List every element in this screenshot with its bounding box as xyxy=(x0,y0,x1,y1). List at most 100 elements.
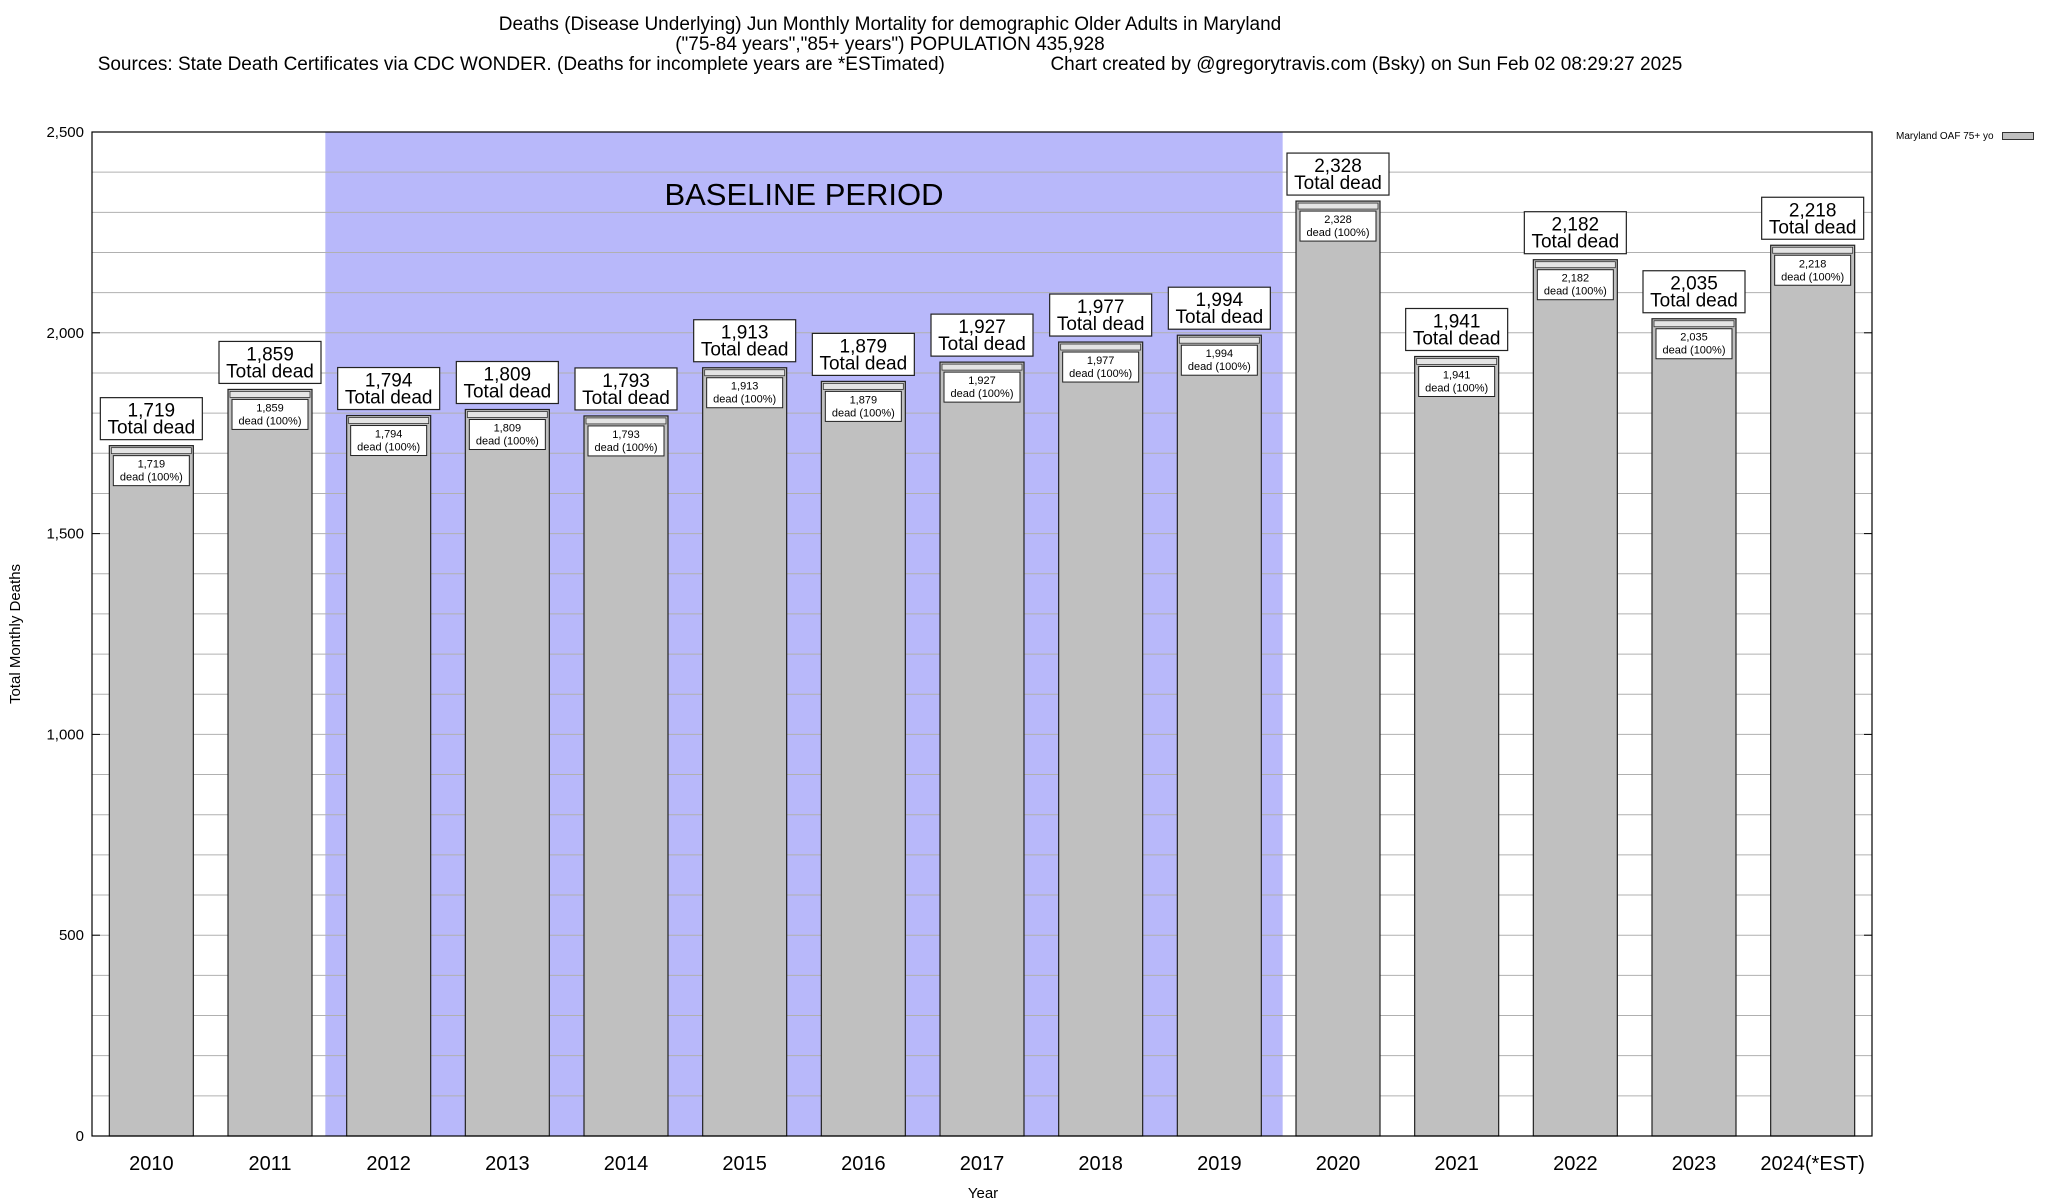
total-value-label: 1,859 xyxy=(246,344,294,365)
bar-top-strip xyxy=(1534,261,1616,269)
bar-top-strip xyxy=(1060,343,1142,351)
total-label-box xyxy=(811,332,915,376)
inner-label-box xyxy=(587,425,665,457)
inner-label-box xyxy=(112,455,190,487)
x-tick-label: 2019 xyxy=(1197,1153,1242,1175)
bar xyxy=(939,361,1025,1137)
total-label-box xyxy=(337,366,441,411)
x-tick-label: 2014 xyxy=(604,1153,649,1175)
inner-label-box xyxy=(1180,344,1258,376)
bar xyxy=(1532,259,1618,1137)
total-label-box xyxy=(574,367,678,411)
bar-top-strip xyxy=(1297,202,1379,210)
inner-label-box xyxy=(1299,210,1377,242)
bar xyxy=(583,415,669,1137)
total-label-box xyxy=(1642,270,1746,314)
inner-percent-label: dead (100%) xyxy=(713,394,776,406)
bar-top-strip xyxy=(110,447,192,455)
total-label-box xyxy=(218,340,322,385)
total-value-label: 1,793 xyxy=(602,371,650,392)
total-label-box xyxy=(1286,152,1390,196)
inner-label-box xyxy=(350,425,428,457)
inner-value-label: 1,794 xyxy=(375,429,403,441)
bar xyxy=(108,445,194,1137)
inner-value-label: 1,977 xyxy=(1087,355,1115,367)
chart-title: Deaths (Disease Underlying) Jun Monthly … xyxy=(498,14,1282,35)
total-dead-label: Total dead xyxy=(1057,314,1145,335)
inner-value-label: 2,035 xyxy=(1680,332,1708,344)
inner-label-box xyxy=(824,390,902,422)
inner-value-label: 1,913 xyxy=(731,381,759,393)
total-value-label: 1,927 xyxy=(958,317,1006,338)
bar xyxy=(702,367,788,1137)
total-dead-label: Total dead xyxy=(1413,328,1501,349)
inner-label-box xyxy=(468,419,546,451)
total-label-box xyxy=(99,397,203,441)
total-dead-label: Total dead xyxy=(226,361,314,382)
inner-label-box xyxy=(706,377,784,409)
bar xyxy=(1770,244,1856,1137)
total-dead-label: Total dead xyxy=(1650,291,1738,312)
inner-percent-label: dead (100%) xyxy=(239,415,302,427)
total-value-label: 2,035 xyxy=(1670,274,1718,295)
total-value-label: 1,977 xyxy=(1077,297,1125,318)
inner-percent-label: dead (100%) xyxy=(595,442,658,454)
y-axis-label: Total Monthly Deaths xyxy=(7,564,24,704)
total-label-box xyxy=(930,313,1034,357)
inner-percent-label: dead (100%) xyxy=(832,407,895,419)
bar xyxy=(1295,200,1381,1137)
bar xyxy=(346,414,432,1137)
credit-note: Chart created by @gregorytravis.com (Bsk… xyxy=(1050,54,1683,75)
bar-top-strip xyxy=(1416,358,1498,365)
bar-top-strip xyxy=(941,363,1023,371)
inner-label-box xyxy=(1774,254,1852,286)
chart-source-credit-line: Sources: State Death Certificates via CD… xyxy=(0,54,1780,76)
bar-top-strip xyxy=(348,417,430,424)
inner-value-label: 1,941 xyxy=(1443,369,1471,381)
plot-border xyxy=(91,131,1873,1137)
inner-percent-label: dead (100%) xyxy=(120,472,183,484)
total-label-box xyxy=(1049,293,1153,337)
total-label-box xyxy=(1761,196,1865,240)
x-tick-label: 2010 xyxy=(129,1153,174,1175)
x-tick-label: 2023 xyxy=(1672,1153,1717,1175)
bar-top-strip xyxy=(585,417,667,425)
inner-value-label: 1,719 xyxy=(138,459,166,471)
bar xyxy=(464,408,550,1137)
legend-swatch xyxy=(2001,132,2034,141)
bar-top-strip xyxy=(704,369,786,377)
total-value-label: 1,913 xyxy=(721,323,769,344)
total-dead-label: Total dead xyxy=(463,382,551,403)
x-tick-label: 2021 xyxy=(1434,1153,1479,1175)
y-tick-label: 1,500 xyxy=(46,526,84,543)
y-tick-label: 2,000 xyxy=(46,325,84,342)
total-value-label: 2,328 xyxy=(1314,156,1362,177)
inner-value-label: 1,994 xyxy=(1206,348,1234,360)
bar-top-strip xyxy=(1653,320,1735,328)
x-tick-label: 2016 xyxy=(841,1153,886,1175)
inner-percent-label: dead (100%) xyxy=(1663,345,1726,357)
y-tick-label: 0 xyxy=(76,1128,84,1145)
inner-value-label: 1,809 xyxy=(494,423,522,435)
total-dead-label: Total dead xyxy=(582,388,670,409)
inner-value-label: 1,793 xyxy=(612,429,640,441)
bar-top-strip xyxy=(466,411,548,418)
inner-percent-label: dead (100%) xyxy=(951,388,1014,400)
x-tick-label: 2012 xyxy=(366,1153,411,1175)
inner-percent-label: dead (100%) xyxy=(476,436,539,448)
inner-label-box xyxy=(1655,328,1733,360)
chart-subtitle: ("75-84 years","85+ years") POPULATION 4… xyxy=(675,34,1105,55)
bar xyxy=(1414,355,1500,1137)
inner-percent-label: dead (100%) xyxy=(1188,361,1251,373)
x-tick-label: 2017 xyxy=(960,1153,1005,1175)
inner-percent-label: dead (100%) xyxy=(1781,271,1844,283)
total-dead-label: Total dead xyxy=(345,388,433,409)
y-tick-label: 1,000 xyxy=(46,726,84,743)
total-label-box xyxy=(693,319,797,363)
y-tick-label: 2,500 xyxy=(46,124,84,141)
inner-label-box xyxy=(231,398,309,430)
total-value-label: 1,794 xyxy=(365,371,413,392)
x-tick-label: 2024(*EST) xyxy=(1760,1153,1865,1175)
total-dead-label: Total dead xyxy=(107,418,195,439)
